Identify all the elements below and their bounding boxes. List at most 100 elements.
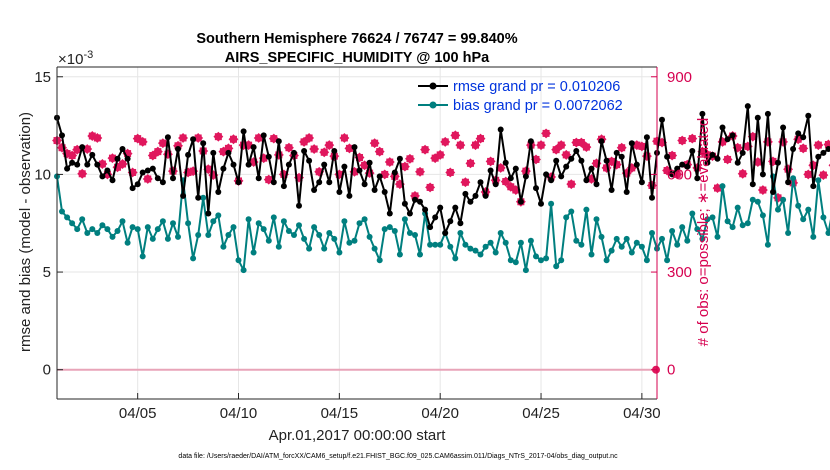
rmse-point xyxy=(815,153,822,160)
bias-point xyxy=(477,251,484,258)
rmse-point xyxy=(104,167,111,174)
rmse-point xyxy=(215,189,222,195)
bias-point xyxy=(69,220,76,227)
obs-star-point xyxy=(813,140,824,151)
bias-point xyxy=(356,220,363,227)
bias-point xyxy=(704,216,711,223)
obs-star-point xyxy=(722,154,733,165)
bias-point xyxy=(790,175,797,182)
bias-point xyxy=(643,257,650,264)
rmse-point xyxy=(790,146,797,152)
rmse-point xyxy=(689,148,696,154)
rmse-point xyxy=(129,185,136,192)
rmse-point xyxy=(180,192,187,199)
bias-point xyxy=(472,247,479,254)
rmse-point xyxy=(522,173,529,180)
rmse-point xyxy=(568,155,575,162)
obs-star-point xyxy=(581,142,592,153)
obs-star-point xyxy=(818,170,829,181)
bias-point xyxy=(810,233,817,240)
rmse-point xyxy=(401,200,408,207)
bias-point xyxy=(64,214,71,221)
x-tick-label: 04/10 xyxy=(220,405,258,422)
bias-point xyxy=(401,216,408,223)
obs-star-point xyxy=(117,159,128,169)
plot-area xyxy=(57,67,657,399)
rmse-point xyxy=(260,132,267,139)
rmse-point xyxy=(396,155,403,162)
chart-title: Southern Hemisphere 76624 / 76747 = 99.8… xyxy=(196,31,517,66)
bias-point xyxy=(417,251,423,258)
bias-point xyxy=(175,233,181,240)
rmse-point xyxy=(235,179,242,186)
rmse-point xyxy=(734,159,741,166)
bias-point xyxy=(285,228,292,234)
bias-point xyxy=(391,228,398,234)
rmse-point xyxy=(674,165,681,172)
bias-point xyxy=(437,241,444,248)
obs-star-point xyxy=(485,156,496,167)
rmse-point xyxy=(482,192,489,199)
bias-point xyxy=(371,245,378,252)
rmse-point xyxy=(588,165,595,172)
bias-point xyxy=(739,222,746,229)
x-axis-label: Apr.01,2017 00:00:00 start xyxy=(269,427,447,444)
svg-text:×10-3: ×10-3 xyxy=(58,49,93,68)
rmse-point xyxy=(649,194,655,201)
bias-point xyxy=(462,241,469,248)
bias-point xyxy=(301,235,308,242)
rmse-point xyxy=(119,146,126,152)
rmse-point xyxy=(195,194,202,201)
rmse-point xyxy=(406,210,413,217)
rmse-point xyxy=(336,189,343,195)
bias-point xyxy=(820,214,827,221)
rmse-point xyxy=(200,140,207,147)
left-axis-ticks: 0 5 10 15 xyxy=(34,69,63,379)
rmse-point xyxy=(210,149,217,156)
obs-star-point xyxy=(687,133,698,144)
rmse-point xyxy=(69,159,76,166)
bias-point xyxy=(613,235,620,242)
rmse-point xyxy=(618,153,625,160)
rmse-point xyxy=(245,161,252,168)
rmse-point xyxy=(190,136,197,143)
rmse-point xyxy=(185,151,192,158)
bias-point xyxy=(638,243,645,250)
rmse-point xyxy=(679,161,686,168)
bias-point xyxy=(558,257,565,264)
obs-star-point xyxy=(152,146,163,157)
bias-point xyxy=(139,253,146,260)
bias-point xyxy=(548,200,555,207)
x-tick-label: 04/25 xyxy=(522,405,560,422)
left-tick-label: 15 xyxy=(34,69,51,86)
x-tick-label: 04/05 xyxy=(119,405,157,422)
legend-bias: bias grand pr = 0.0072062 xyxy=(418,98,623,114)
rmse-point xyxy=(633,161,640,168)
rmse-point xyxy=(381,189,388,195)
rmse-point xyxy=(800,134,807,141)
bias-point xyxy=(487,239,494,246)
bias-point xyxy=(649,230,655,236)
exponent-power: -3 xyxy=(83,49,93,61)
rmse-point xyxy=(553,157,560,164)
rmse-point xyxy=(316,179,323,186)
rmse-point xyxy=(94,161,101,168)
bias-series xyxy=(54,173,830,274)
bias-point xyxy=(331,235,338,242)
bias-point xyxy=(114,228,121,234)
bias-point xyxy=(578,241,585,248)
rmse-point xyxy=(810,183,817,190)
obs-star-point xyxy=(536,140,546,151)
rmse-point xyxy=(593,181,600,188)
rmse-point xyxy=(462,190,469,197)
bias-line xyxy=(56,175,830,272)
rmse-point xyxy=(628,140,635,147)
obs-star-point xyxy=(404,153,415,164)
rmse-point xyxy=(230,161,237,168)
bias-point xyxy=(225,232,232,238)
bias-point xyxy=(366,233,373,240)
bias-point xyxy=(94,230,101,236)
rmse-point xyxy=(109,177,116,184)
bias-point xyxy=(260,226,267,233)
obs-star-point xyxy=(475,133,486,144)
